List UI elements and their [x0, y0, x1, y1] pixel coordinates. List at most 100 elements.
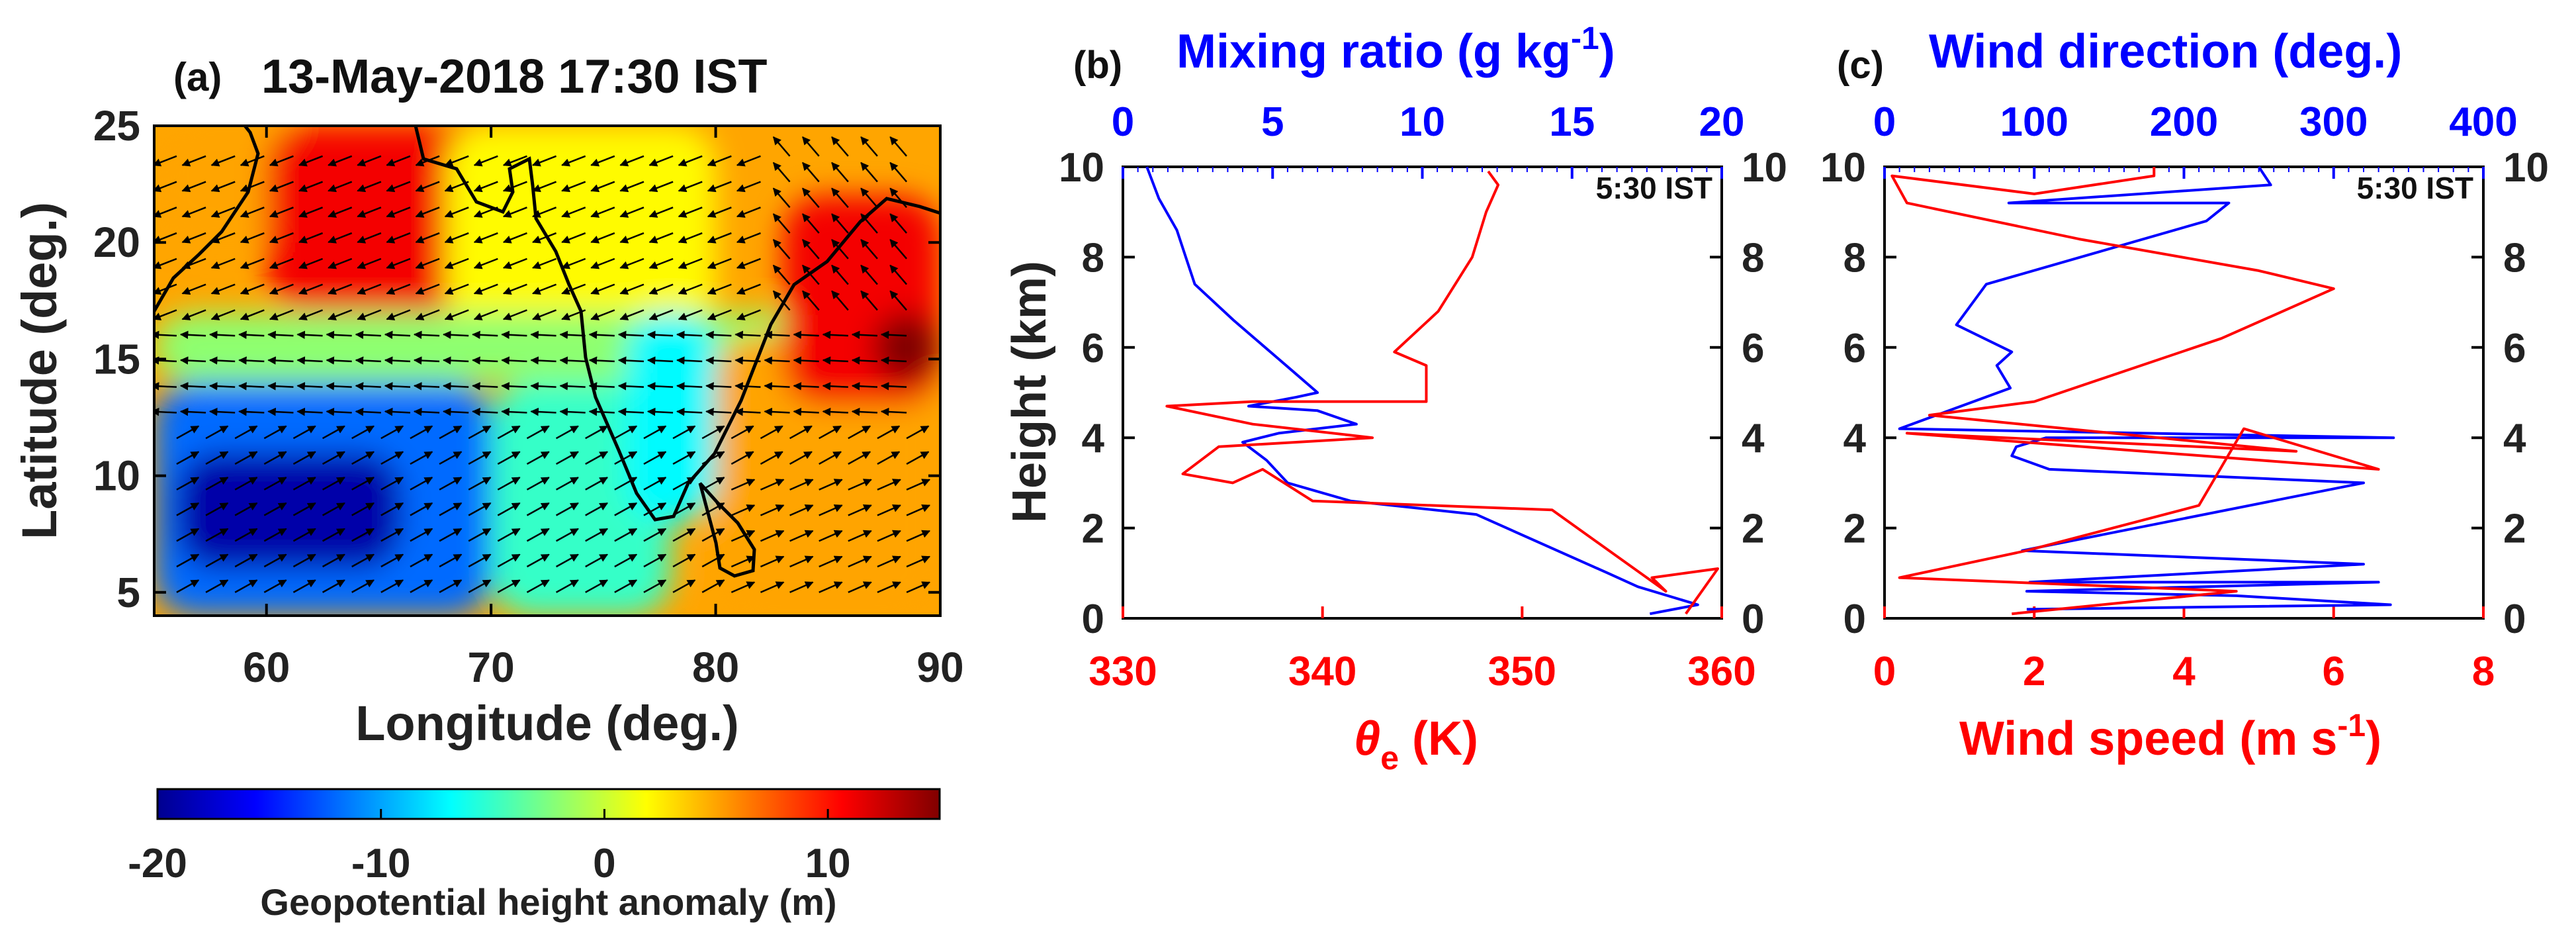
wind-vector [676, 356, 703, 365]
panel-c-top-axis-label: Wind direction (deg.) [1929, 25, 2402, 78]
wind-vector [646, 330, 674, 340]
wind-vector [269, 207, 294, 218]
wind-vector [384, 356, 411, 365]
wind-vector [851, 330, 878, 340]
wind-vector [646, 407, 674, 416]
wind-vector [831, 187, 849, 209]
wind-vector [234, 451, 258, 465]
wind-vector [585, 425, 609, 440]
x-tick-label: 60 [243, 643, 290, 691]
wind-vector [413, 330, 440, 340]
wind-vector [357, 232, 382, 244]
wind-vector [590, 155, 615, 167]
wind-vector [526, 477, 550, 491]
wind-vector [444, 309, 469, 320]
wind-vector [439, 502, 463, 516]
wind-vector [181, 155, 206, 167]
wind-vector [292, 477, 316, 491]
y-tick-label-right: 2 [2503, 506, 2526, 552]
wind-vector [648, 258, 674, 269]
wind-vector [502, 258, 527, 269]
wind-vector [444, 283, 469, 295]
y-tick-label: 15 [93, 335, 140, 383]
wind-vector [238, 382, 265, 391]
top-tick-label: 300 [2299, 99, 2368, 145]
top-tick-label: 5 [1261, 99, 1284, 145]
wind-vector [906, 504, 931, 516]
wind-vector [877, 504, 901, 516]
wind-vector [617, 382, 644, 391]
heatmap-field [154, 126, 940, 616]
y-tick-label: 6 [1843, 326, 1866, 371]
panel-b-annotation: 5:30 IST [1596, 171, 1712, 205]
wind-vector [643, 502, 667, 516]
wind-vector [413, 356, 440, 365]
wind-vector [831, 213, 849, 234]
wind-vector [585, 477, 609, 491]
wind-vector [880, 407, 907, 416]
wind-vector [240, 232, 265, 244]
wind-vector [439, 553, 463, 568]
wind-vector [793, 407, 819, 416]
colorbar-tick-label: 10 [805, 841, 851, 886]
wind-vector [473, 181, 498, 193]
wind-vector [210, 258, 236, 269]
wind-vector [860, 162, 878, 183]
wind-vector [154, 407, 177, 416]
wind-vector [701, 553, 725, 568]
wind-vector [410, 425, 433, 440]
wind-vector [205, 451, 229, 465]
wind-vector [678, 309, 703, 320]
wind-vector [793, 382, 819, 391]
wind-vector [526, 451, 550, 465]
wind-vector [561, 258, 586, 269]
wind-vector [760, 451, 783, 465]
wind-vector [181, 283, 206, 295]
wind-vector [889, 290, 908, 311]
wind-vector [672, 579, 696, 593]
panel-b-top-axis-label: Mixing ratio (g kg-1) [1177, 21, 1615, 78]
wind-vector [530, 330, 556, 340]
wind-vector [772, 239, 791, 260]
panel-b: (b) Mixing ratio (g kg-1) 0 0 2 2 4 4 6 6 8 8 10 10… [1003, 21, 1787, 777]
wind-vector [526, 502, 550, 516]
panel-b-frame [1122, 166, 1723, 620]
bottom-tick-label: 4 [2172, 649, 2196, 694]
wind-vector [672, 425, 696, 440]
wind-vector [772, 162, 791, 183]
wind-vector [468, 477, 492, 491]
wind-vector [561, 207, 586, 218]
wind-vector [439, 425, 463, 440]
wind-vector [296, 407, 323, 416]
colorbar-ticks: -20 -10 0 10 [128, 809, 851, 886]
wind-vector [355, 330, 381, 340]
wind-vector [772, 213, 791, 234]
wind-vector [292, 451, 316, 465]
wind-vector [413, 407, 440, 416]
wind-vector [472, 407, 498, 416]
wind-vector [736, 181, 761, 193]
wind-vector [831, 239, 849, 260]
wind-vector [707, 258, 732, 269]
wind-vector [179, 330, 206, 340]
wind-vector [590, 232, 615, 244]
wind-vector [210, 283, 236, 295]
bottom-tick-label: 8 [2472, 649, 2495, 694]
coastline [154, 126, 940, 578]
wind-vector [860, 187, 878, 209]
wind-vector [822, 330, 848, 340]
wind-vector [851, 407, 878, 416]
wind-vector [889, 239, 908, 260]
wind-vector [473, 309, 498, 320]
wind-vector [181, 181, 206, 193]
wind-vector [205, 528, 229, 542]
y-tick-label: 20 [93, 218, 140, 266]
colorbar-tick-label: -20 [128, 841, 187, 886]
wind-vector [819, 555, 843, 568]
wind-vector [384, 330, 411, 340]
wind-vector [555, 528, 579, 542]
y-tick-label-right: 0 [1742, 596, 1764, 642]
wind-vector [357, 181, 382, 193]
wind-vector [357, 283, 382, 295]
wind-vector [181, 232, 206, 244]
